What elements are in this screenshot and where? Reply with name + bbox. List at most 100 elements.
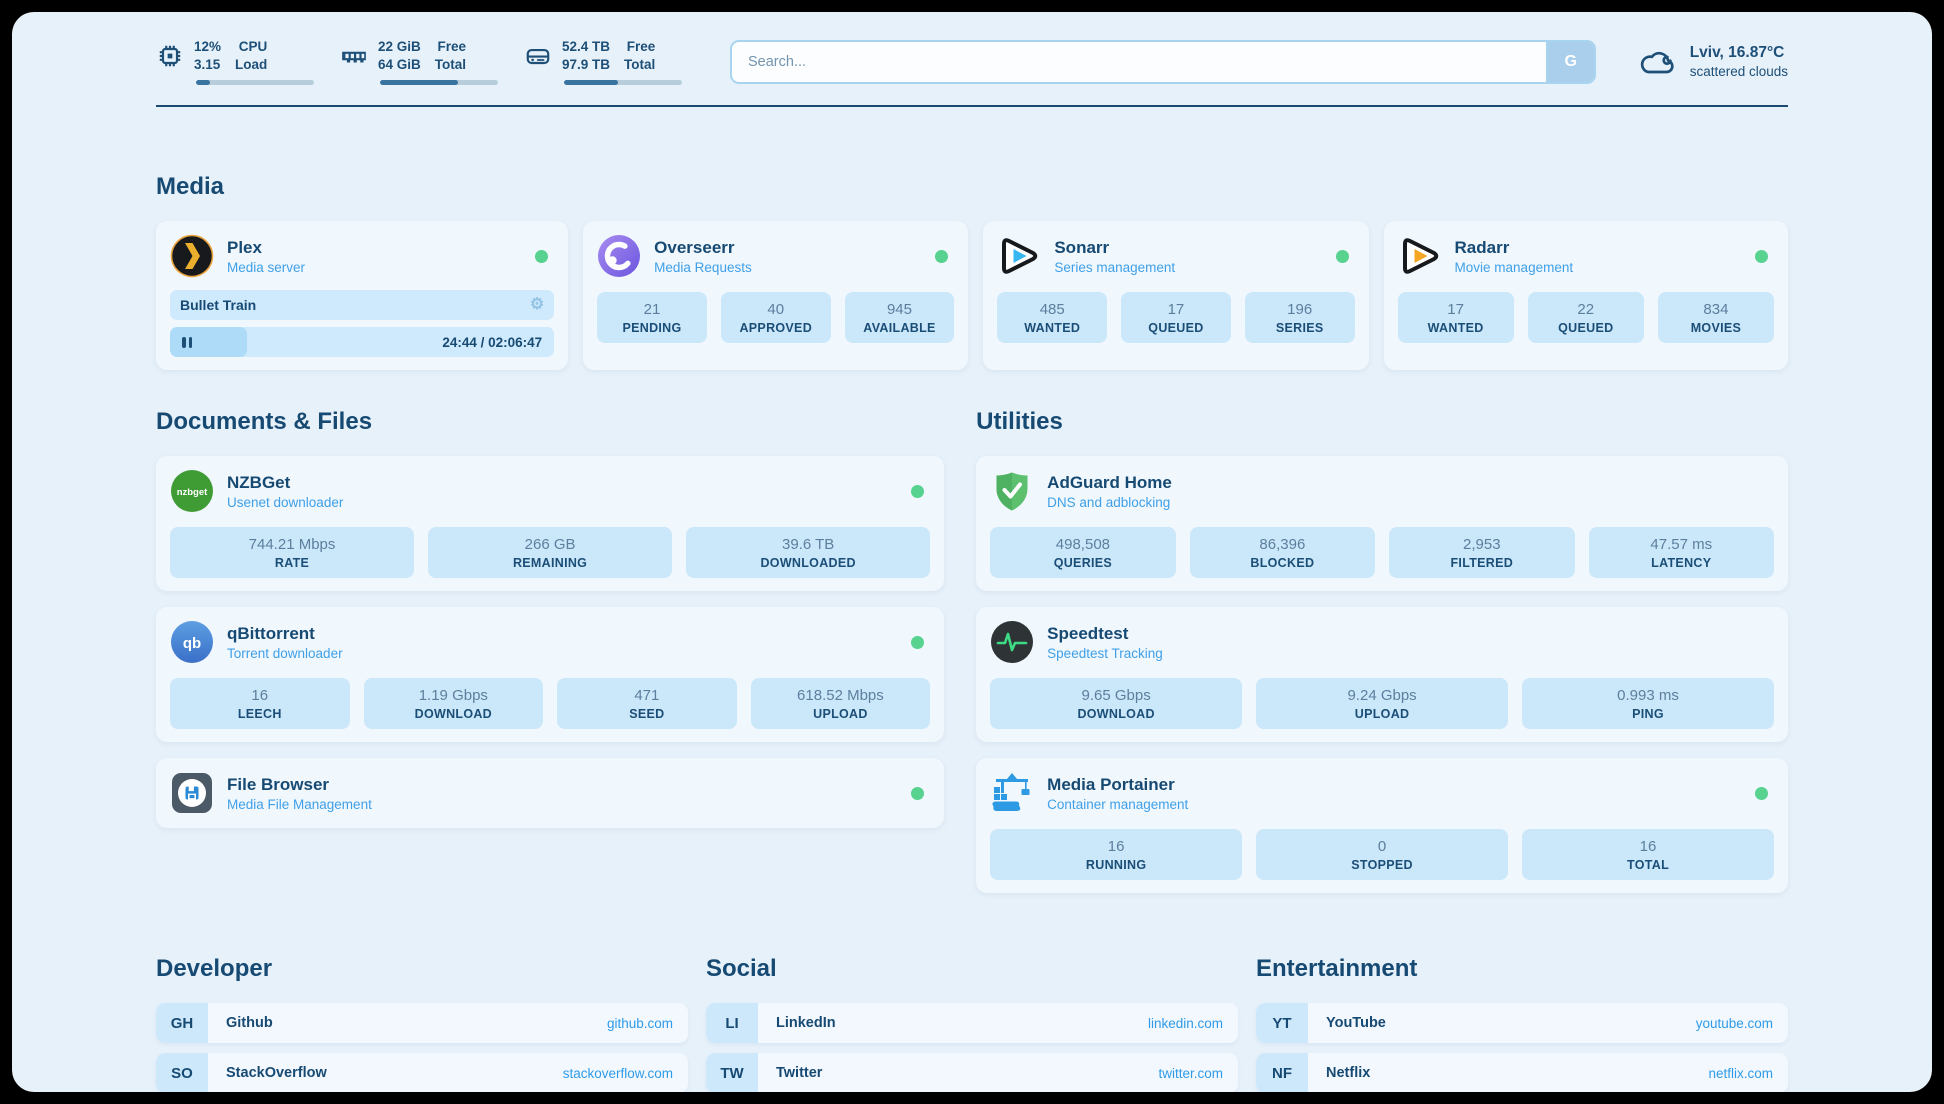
link-name: YouTube bbox=[1326, 1015, 1386, 1032]
disk-label-1: Free bbox=[626, 39, 656, 54]
header-divider bbox=[156, 105, 1788, 108]
section-title-developer: Developer bbox=[156, 955, 273, 983]
app-link-portainer[interactable]: Media Portainer Container management bbox=[990, 771, 1774, 815]
disk-icon bbox=[524, 42, 552, 70]
section-media: Media Plex Media server bbox=[156, 173, 1788, 371]
app-title: qBittorrent bbox=[227, 623, 315, 643]
app-link-plex[interactable]: Plex Media server bbox=[170, 234, 554, 278]
stat-movies: 834 MOVIES bbox=[1657, 292, 1774, 344]
app-subtitle: Container management bbox=[1047, 796, 1189, 812]
stat-stopped: 0 STOPPED bbox=[1256, 829, 1509, 881]
link-stackoverflow[interactable]: SO StackOverflow stackoverflow.com bbox=[156, 1053, 688, 1092]
section-title-media: Media bbox=[156, 173, 225, 201]
disk-total: 97.9 TB bbox=[562, 57, 611, 73]
link-url: twitter.com bbox=[1158, 1065, 1223, 1081]
status-dot bbox=[911, 484, 925, 498]
section-title-social: Social bbox=[706, 955, 777, 983]
overseerr-icon bbox=[597, 234, 641, 278]
stat-upload: 9.24 Gbps UPLOAD bbox=[1256, 678, 1509, 730]
status-dot bbox=[935, 249, 949, 263]
link-name: Netflix bbox=[1326, 1065, 1371, 1082]
svg-text:nzbget: nzbget bbox=[177, 487, 208, 498]
link-name: StackOverflow bbox=[226, 1065, 327, 1082]
section-title-utilities: Utilities bbox=[976, 408, 1063, 436]
ram-stat: 22 GiB 64 GiB Free Total bbox=[340, 38, 498, 86]
weather-location: Lviv, 16.87°C bbox=[1689, 44, 1785, 62]
plex-icon bbox=[170, 234, 214, 278]
search-bar: G bbox=[730, 39, 1596, 84]
stat-remaining: 266 GB REMAINING bbox=[428, 527, 673, 579]
ram-icon bbox=[340, 42, 368, 70]
radarr-icon bbox=[1398, 234, 1442, 278]
portainer-icon bbox=[990, 771, 1034, 815]
stat-downloaded: 39.6 TB DOWNLOADED bbox=[686, 527, 931, 579]
pause-icon[interactable] bbox=[182, 336, 192, 348]
link-youtube[interactable]: YT YouTube youtube.com bbox=[1256, 1003, 1788, 1044]
cpu-label-2: Load bbox=[235, 57, 268, 73]
app-link-filebrowser[interactable]: File Browser Media File Management bbox=[170, 771, 930, 815]
app-card-overseerr: Overseerr Media Requests 21 PENDING 40 APP… bbox=[583, 221, 969, 371]
status-dot bbox=[1755, 249, 1768, 263]
app-subtitle: DNS and adblocking bbox=[1047, 494, 1171, 510]
stat-latency: 47.57 ms LATENCY bbox=[1588, 527, 1774, 579]
ram-label-2: Total bbox=[434, 57, 467, 73]
speedtest-icon bbox=[990, 620, 1034, 664]
link-github[interactable]: GH Github github.com bbox=[156, 1003, 688, 1044]
section-entertainment: Entertainment YT YouTube youtube.com NF … bbox=[1256, 955, 1788, 1092]
stat-queued: 22 QUEUED bbox=[1527, 292, 1644, 344]
gear-icon[interactable]: ⚙ bbox=[529, 296, 545, 314]
section-utilities: Utilities AdGuard Home DNS and adblockin… bbox=[976, 408, 1788, 909]
app-link-overseerr[interactable]: Overseerr Media Requests bbox=[597, 234, 954, 278]
link-linkedin[interactable]: LI LinkedIn linkedin.com bbox=[706, 1003, 1238, 1044]
cpu-stat: 12% 3.15 CPU Load bbox=[156, 38, 314, 86]
app-link-radarr[interactable]: Radarr Movie management bbox=[1398, 234, 1774, 278]
stat-download: 9.65 Gbps DOWNLOAD bbox=[990, 678, 1243, 730]
link-abbr: SO bbox=[156, 1053, 208, 1092]
stat-queries: 498,508 QUERIES bbox=[990, 527, 1176, 579]
link-netflix[interactable]: NF Netflix netflix.com bbox=[1256, 1053, 1788, 1092]
disk-progress-bar bbox=[564, 80, 682, 86]
app-subtitle: Media File Management bbox=[227, 796, 372, 812]
app-title: Radarr bbox=[1454, 237, 1510, 257]
link-abbr: NF bbox=[1256, 1053, 1308, 1092]
ram-free: 22 GiB bbox=[378, 39, 421, 54]
cpu-icon bbox=[156, 42, 184, 70]
app-subtitle: Movie management bbox=[1454, 259, 1574, 275]
app-link-qbittorrent[interactable]: qb qBittorrent Torrent downloader bbox=[170, 620, 930, 664]
link-twitter[interactable]: TW Twitter twitter.com bbox=[706, 1053, 1238, 1092]
app-subtitle: Usenet downloader bbox=[227, 494, 344, 510]
app-subtitle: Media Requests bbox=[654, 259, 752, 275]
top-bar: 12% 3.15 CPU Load bbox=[156, 38, 1788, 86]
stat-upload: 618.52 Mbps UPLOAD bbox=[750, 678, 931, 730]
app-title: Speedtest bbox=[1047, 623, 1129, 643]
app-card-qbittorrent: qb qBittorrent Torrent downloader 16 LEEC… bbox=[156, 607, 945, 743]
app-title: AdGuard Home bbox=[1047, 472, 1172, 492]
dashboard-page: 12% 3.15 CPU Load bbox=[12, 12, 1932, 1092]
app-title: Media Portainer bbox=[1047, 774, 1175, 794]
app-card-radarr: Radarr Movie management 17 WANTED 22 QUEUE… bbox=[1383, 221, 1788, 371]
stat-pending: 21 PENDING bbox=[597, 292, 707, 344]
link-url: github.com bbox=[606, 1015, 673, 1031]
app-link-sonarr[interactable]: Sonarr Series management bbox=[997, 234, 1354, 278]
playback-progress-bar[interactable]: 24:44 / 02:06:47 bbox=[170, 327, 555, 358]
nzbget-icon: nzbget bbox=[170, 469, 214, 513]
stat-queued: 17 QUEUED bbox=[1121, 292, 1231, 344]
google-search-button[interactable]: G bbox=[1545, 41, 1594, 82]
app-link-adguard[interactable]: AdGuard Home DNS and adblocking bbox=[990, 469, 1774, 513]
app-link-nzbget[interactable]: nzbget NZBGet Usenet downloader bbox=[170, 469, 930, 513]
app-link-speedtest[interactable]: Speedtest Speedtest Tracking bbox=[990, 620, 1774, 664]
link-name: Twitter bbox=[776, 1065, 823, 1082]
search-input[interactable] bbox=[732, 41, 1546, 82]
status-dot bbox=[911, 635, 925, 649]
stat-total: 16 TOTAL bbox=[1522, 829, 1774, 881]
link-url: linkedin.com bbox=[1147, 1015, 1223, 1031]
stat-series: 196 SERIES bbox=[1244, 292, 1355, 344]
stat-download: 1.19 Gbps DOWNLOAD bbox=[363, 678, 544, 730]
cpu-progress-bar bbox=[196, 80, 314, 86]
ram-total: 64 GiB bbox=[378, 57, 421, 73]
link-url: stackoverflow.com bbox=[562, 1065, 673, 1081]
cpu-label-1: CPU bbox=[238, 39, 268, 54]
disk-stat: 52.4 TB 97.9 TB Free Total bbox=[524, 38, 682, 86]
status-dot bbox=[911, 786, 925, 800]
link-name: Github bbox=[226, 1015, 273, 1032]
